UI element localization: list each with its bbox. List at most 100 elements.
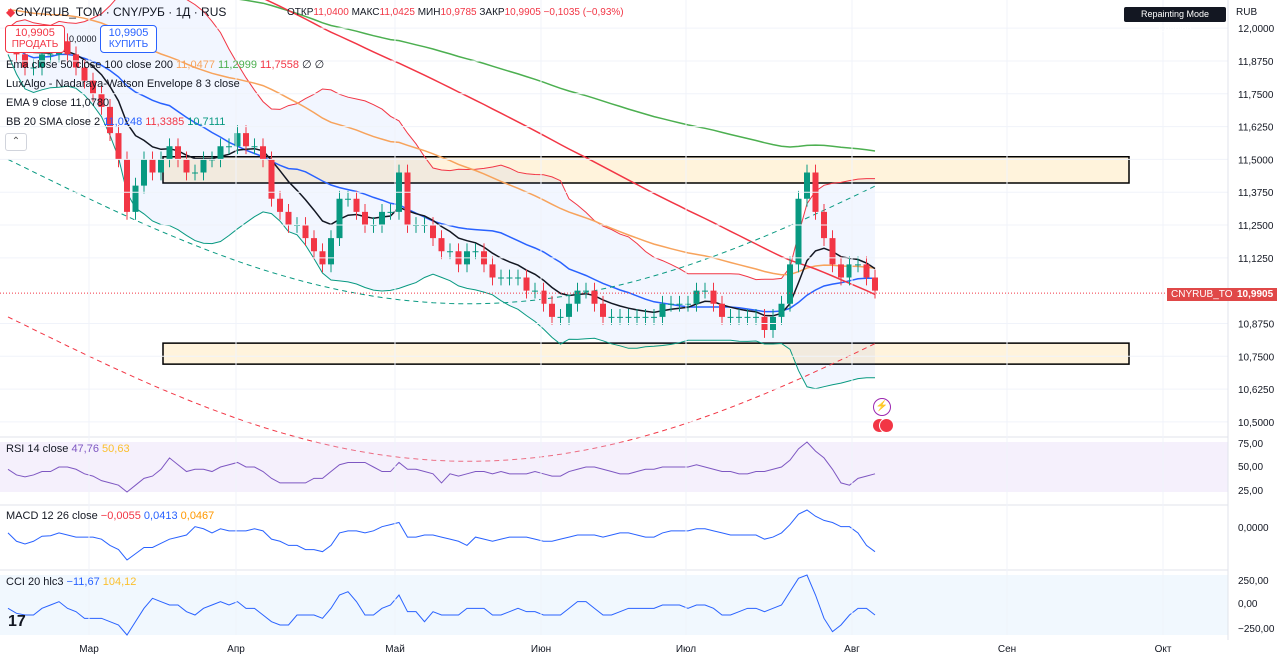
- candle-body: [744, 316, 751, 318]
- candle-body: [200, 159, 207, 173]
- candle-body: [124, 159, 130, 212]
- y-tick-label: 12,0000: [1238, 24, 1275, 35]
- flag-icon: ◆: [6, 5, 16, 19]
- candle-body: [251, 146, 258, 148]
- x-tick-label: Июн: [531, 644, 551, 655]
- candle-body: [515, 277, 521, 279]
- legend-rsi[interactable]: RSI 14 close 47,76 50,63: [6, 443, 130, 455]
- candle-body: [693, 290, 700, 304]
- candle-body: [217, 146, 224, 160]
- candle-body: [268, 159, 275, 199]
- pane-y-tick-label: 0,0000: [1238, 523, 1269, 534]
- candle-body: [685, 303, 691, 305]
- candle-body: [226, 146, 232, 148]
- candle-body: [591, 290, 598, 304]
- collapse-legend-icon[interactable]: ⌃: [5, 133, 27, 151]
- sell-button[interactable]: 10,9905 ПРОДАТЬ: [5, 25, 65, 53]
- symbol-price-tag: CNYRUB_TOM: [1167, 288, 1245, 301]
- candle-body: [719, 303, 725, 317]
- macd-line: [7, 509, 876, 561]
- bb-upper-line: [7, 0, 875, 281]
- candle-body: [710, 290, 717, 304]
- candle-body: [353, 198, 360, 212]
- candle-body: [778, 303, 785, 317]
- candle-body: [787, 264, 793, 304]
- candle-body: [651, 316, 657, 318]
- candle-body: [872, 277, 878, 291]
- buy-button[interactable]: 10,9905 КУПИТЬ: [100, 25, 157, 53]
- y-tick-label: 11,3750: [1238, 188, 1274, 199]
- candle-body: [540, 290, 547, 304]
- tradingview-logo[interactable]: 17: [8, 613, 26, 630]
- legend-ema[interactable]: Ema close 50 close 100 close 200 11,0477…: [6, 59, 325, 71]
- y-tick-label: 10,5000: [1238, 418, 1275, 429]
- candle-body: [498, 277, 504, 279]
- candle-body: [328, 238, 334, 265]
- pane-y-tick-label: 25,00: [1238, 486, 1263, 497]
- pane-y-tick-label: 0,00: [1238, 599, 1258, 610]
- candle-body: [753, 316, 759, 318]
- legend-macd[interactable]: MACD 12 26 close −0,0055 0,0413 0,0467: [6, 510, 215, 522]
- nw-lower-line: [7, 316, 876, 462]
- candle-body: [132, 185, 139, 212]
- candle-body: [557, 316, 564, 318]
- candle-body: [98, 93, 105, 107]
- candle-body: [243, 133, 249, 147]
- candle-body: [625, 316, 632, 318]
- candle-body: [362, 211, 368, 225]
- candle-body: [336, 198, 343, 239]
- candle-body: [566, 303, 572, 317]
- candle-body: [149, 159, 156, 173]
- x-tick-label: Июл: [676, 644, 696, 655]
- candle-body: [438, 238, 445, 252]
- candle-body: [302, 225, 309, 239]
- lightning-icon[interactable]: ⚡: [873, 398, 891, 416]
- x-tick-label: Мар: [79, 644, 99, 655]
- candle-body: [30, 67, 37, 69]
- candle-body: [345, 198, 351, 200]
- last-price-tag: 10,9905: [1233, 288, 1278, 301]
- legend-bb[interactable]: BB 20 SMA close 2 11,0248 11,3385 10,711…: [6, 116, 226, 128]
- candle-body: [642, 316, 649, 318]
- candle-body: [804, 172, 810, 199]
- candle-body: [387, 211, 394, 213]
- legend-cci[interactable]: CCI 20 hlc3 −11,67 104,12: [6, 576, 137, 588]
- candle-body: [676, 303, 683, 305]
- symbol-title[interactable]: ◆CNY/RUB_TOM · CNY/РУБ · 1Д · RUS: [6, 5, 227, 19]
- candle-body: [702, 290, 708, 292]
- pane-y-tick-label: −250,00: [1238, 624, 1275, 635]
- candle-body: [183, 159, 190, 173]
- y-tick-label: 11,8750: [1238, 57, 1274, 68]
- event-markers-icon[interactable]: [872, 418, 898, 433]
- rsi-line: [7, 441, 876, 493]
- candle-body: [158, 159, 164, 173]
- candle-body: [795, 198, 802, 265]
- candle-body: [379, 211, 385, 225]
- legend-ema9[interactable]: EMA 9 close 11,0780: [6, 97, 110, 109]
- ema100-line: [239, 0, 876, 152]
- candle-body: [430, 225, 436, 239]
- x-tick-label: Май: [385, 644, 405, 655]
- candle-body: [736, 316, 742, 318]
- candle-body: [447, 251, 453, 253]
- ohlc-readout: ОТКР11,0400 МАКС11,0425 МИН10,9785 ЗАКР1…: [287, 7, 624, 18]
- candle-body: [192, 172, 198, 174]
- y-tick-label: 11,6250: [1238, 123, 1274, 134]
- candle-body: [838, 264, 844, 278]
- legend-lux[interactable]: LuxAlgo - Nadaraya-Watson Envelope 8 3 c…: [6, 78, 240, 90]
- candle-body: [107, 106, 113, 134]
- candle-body: [175, 146, 181, 160]
- bb-lower-line: [7, 54, 875, 390]
- candle-body: [863, 264, 870, 278]
- currency-label[interactable]: RUB: [1236, 7, 1258, 18]
- x-tick-label: Окт: [1155, 644, 1172, 655]
- y-tick-label: 11,7500: [1238, 90, 1274, 101]
- candle-body: [234, 133, 241, 147]
- pane-y-tick-label: 75,00: [1238, 439, 1263, 450]
- candle-body: [260, 146, 266, 160]
- candle-body: [285, 211, 292, 225]
- candle-body: [532, 290, 538, 292]
- candle-body: [489, 264, 496, 278]
- candle-body: [90, 80, 96, 94]
